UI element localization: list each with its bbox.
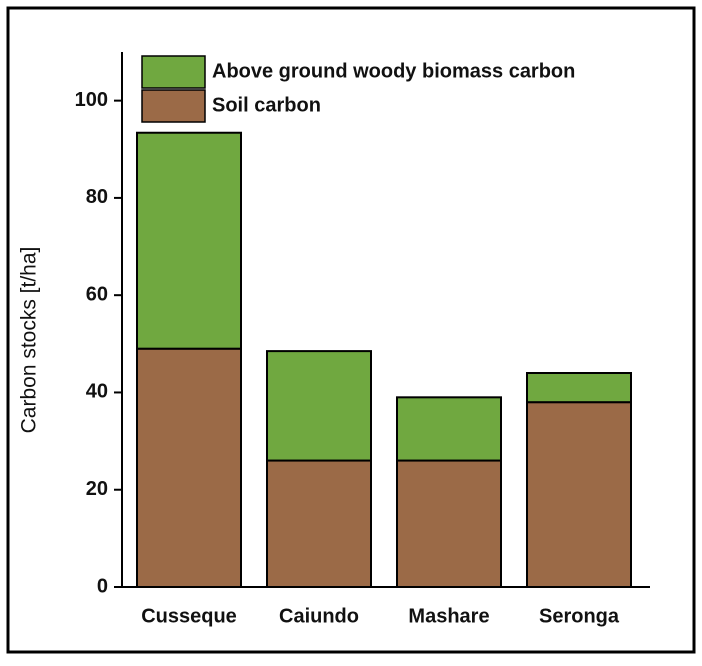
y-tick-label: 80 xyxy=(86,186,108,208)
x-tick-label: Caiundo xyxy=(279,605,359,627)
legend-swatch xyxy=(141,89,206,123)
bar-segment xyxy=(526,401,632,588)
bar-segment xyxy=(266,350,372,462)
bar-segment xyxy=(396,396,502,462)
legend-label: Soil carbon xyxy=(212,94,321,116)
x-tick-label: Seronga xyxy=(539,605,620,627)
x-tick-label: Cusseque xyxy=(141,605,237,627)
legend-label: Above ground woody biomass carbon xyxy=(212,60,575,82)
bar-segment xyxy=(526,372,632,404)
bar-segment xyxy=(266,459,372,588)
y-tick-label: 20 xyxy=(86,478,108,500)
y-tick-label: 100 xyxy=(75,89,108,111)
y-axis-label: Carbon stocks [t/ha] xyxy=(18,247,41,434)
x-tick-label: Mashare xyxy=(408,605,489,627)
y-tick-label: 60 xyxy=(86,283,108,305)
bar-segment xyxy=(136,131,242,350)
frame xyxy=(6,6,696,654)
bar-segment xyxy=(396,459,502,588)
bar-segment xyxy=(136,347,242,588)
y-tick-label: 40 xyxy=(86,381,108,403)
legend-swatch xyxy=(141,55,206,89)
y-tick-label: 0 xyxy=(97,575,108,597)
